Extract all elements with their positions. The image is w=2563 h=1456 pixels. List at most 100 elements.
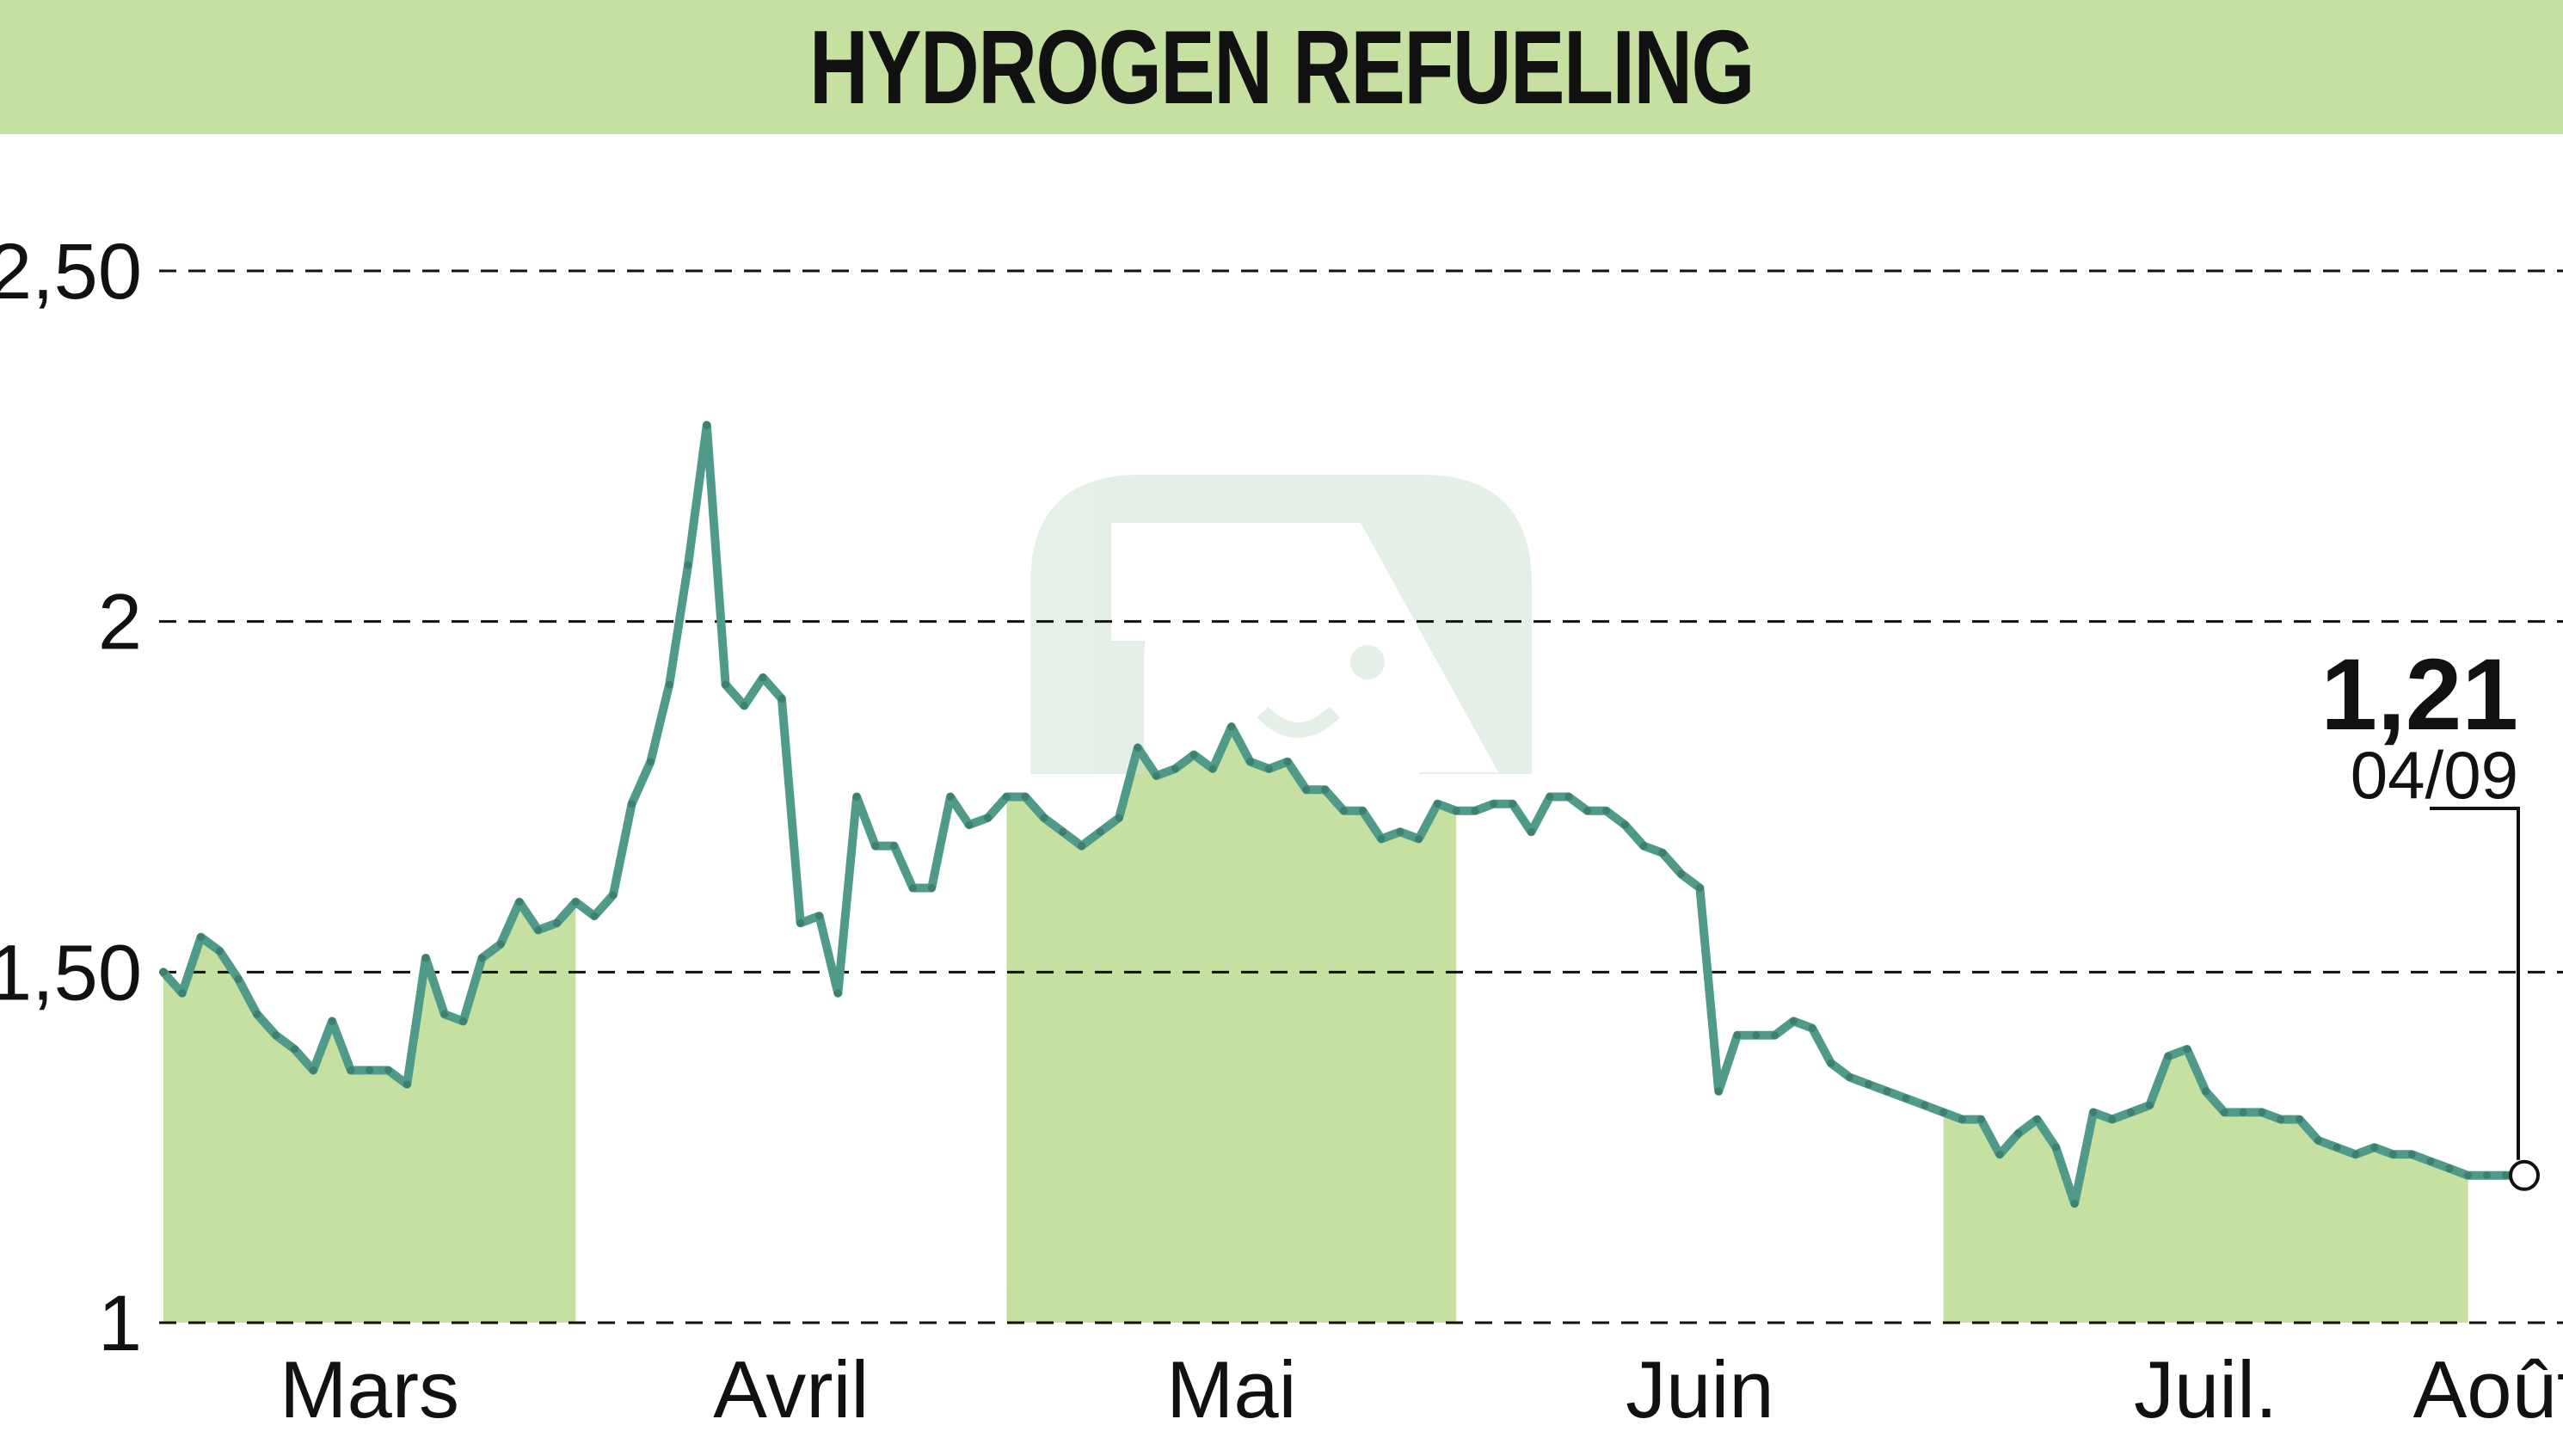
gridlines <box>159 269 2563 1324</box>
data-point <box>534 925 543 934</box>
data-point <box>2108 1115 2117 1124</box>
data-point <box>1021 793 1030 801</box>
data-point <box>2239 1108 2247 1116</box>
data-point <box>908 884 917 892</box>
data-point <box>1714 1087 1723 1096</box>
data-point <box>1358 807 1367 815</box>
data-point <box>852 793 861 801</box>
data-point <box>1040 814 1048 822</box>
data-point <box>197 933 206 942</box>
data-point <box>759 673 767 682</box>
data-point <box>178 989 187 998</box>
data-point <box>1377 834 1386 843</box>
month-label: Juil. <box>2134 1344 2277 1434</box>
data-point <box>1677 869 1686 878</box>
last-point-marker <box>2509 1159 2540 1191</box>
data-point <box>833 989 842 998</box>
data-point <box>1789 1017 1798 1025</box>
data-point <box>347 1066 355 1074</box>
data-point <box>2314 1136 2322 1145</box>
data-point <box>1452 807 1460 815</box>
month-shade-2 <box>1006 727 1457 1323</box>
data-point <box>1246 758 1255 766</box>
month-shade-0 <box>163 901 576 1323</box>
data-point <box>1509 800 1517 808</box>
watermark-logo <box>1030 475 1532 774</box>
data-point <box>2089 1108 2098 1116</box>
data-point <box>234 975 243 983</box>
data-point <box>1827 1059 1835 1067</box>
month-label: Juin <box>1626 1344 1773 1434</box>
data-point <box>1846 1073 1854 1082</box>
data-point <box>1752 1031 1761 1040</box>
data-point <box>2070 1199 2079 1207</box>
data-point <box>984 814 993 822</box>
data-point <box>1865 1080 1872 1089</box>
data-point <box>553 918 561 927</box>
data-point <box>1658 849 1667 857</box>
y-tick-label: 2 <box>98 579 142 667</box>
data-point <box>459 1017 468 1025</box>
data-point <box>1976 1115 1985 1124</box>
data-point <box>1227 722 1236 731</box>
data-point <box>477 954 486 962</box>
data-point <box>965 820 974 829</box>
data-point <box>2202 1087 2210 1096</box>
data-point <box>778 694 786 703</box>
data-point <box>665 680 673 689</box>
data-point <box>2258 1108 2266 1116</box>
data-point <box>1527 827 1535 836</box>
data-point <box>2051 1143 2060 1152</box>
data-point <box>496 940 505 949</box>
data-point <box>272 1031 280 1040</box>
price-line <box>159 421 2529 1208</box>
data-point <box>2220 1108 2228 1116</box>
data-point <box>1283 758 1292 766</box>
data-point <box>159 968 168 976</box>
data-point <box>1059 827 1067 836</box>
watermark-swoosh <box>1257 706 1341 738</box>
data-point <box>927 884 936 892</box>
data-point <box>2164 1052 2173 1060</box>
month-shade-4 <box>1943 1049 2468 1323</box>
data-point <box>946 793 955 801</box>
data-point <box>571 898 580 906</box>
callout-line <box>2430 807 2520 1160</box>
data-point <box>1189 751 1198 759</box>
data-point <box>2183 1045 2191 1054</box>
data-point <box>440 1010 449 1018</box>
data-point <box>384 1066 392 1074</box>
data-point <box>1490 800 1498 808</box>
data-point <box>722 680 730 689</box>
data-point <box>1958 1115 1966 1124</box>
data-point <box>1902 1094 1910 1103</box>
data-point <box>2333 1143 2341 1152</box>
data-point <box>1546 793 1554 801</box>
month-shading <box>163 727 2468 1323</box>
data-point <box>684 561 692 569</box>
data-point <box>1808 1024 1816 1033</box>
data-point <box>1134 743 1142 752</box>
data-point <box>1321 785 1330 794</box>
data-point <box>2445 1164 2454 1173</box>
data-point <box>1639 842 1648 851</box>
data-point <box>2426 1158 2435 1165</box>
data-point <box>309 1066 317 1074</box>
data-point <box>590 912 599 920</box>
data-point <box>215 947 224 955</box>
data-point <box>403 1080 411 1089</box>
data-point <box>2407 1150 2416 1158</box>
data-point <box>291 1045 298 1054</box>
month-label: Avril <box>713 1344 869 1434</box>
data-point <box>2127 1108 2135 1116</box>
data-point <box>515 898 524 906</box>
data-point <box>1340 807 1348 815</box>
data-point <box>2277 1115 2285 1124</box>
data-point <box>1152 771 1161 780</box>
data-point <box>1471 807 1479 815</box>
data-point <box>1883 1087 1891 1096</box>
data-point <box>1171 765 1179 773</box>
last-value-annotation: 1,21 04/09 <box>2320 638 2540 1191</box>
